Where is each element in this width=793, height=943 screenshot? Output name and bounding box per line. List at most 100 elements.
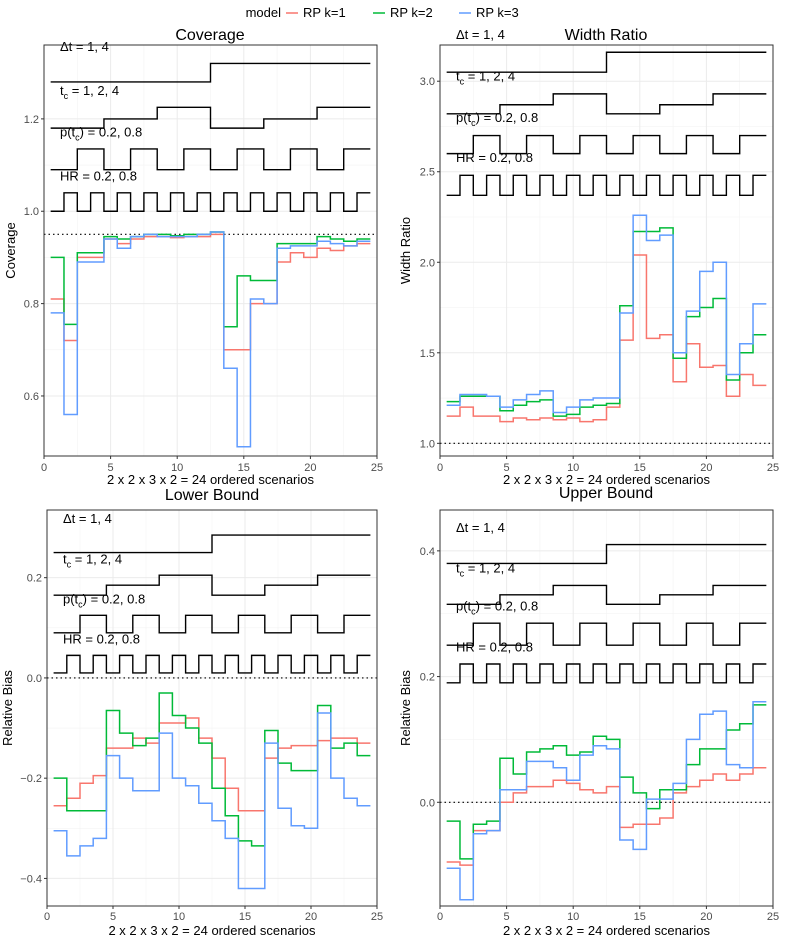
panel-border <box>43 44 378 457</box>
label-dt: Δt = 1, 4 <box>456 520 505 535</box>
factor-steps <box>446 51 767 196</box>
y-tick-label: 3.0 <box>420 76 435 88</box>
x-tick-label: 10 <box>567 911 579 923</box>
panel-title: Coverage <box>175 27 244 44</box>
panel-border <box>46 509 378 907</box>
label-tc: tc = 1, 2, 4 <box>63 551 122 569</box>
x-tick-label: 20 <box>700 462 712 474</box>
y-axis-label: Width Ratio <box>398 217 413 284</box>
factor-steps <box>53 534 371 674</box>
label-p-vals: ) = 0.2, 0.8 <box>83 591 146 606</box>
label-p: p(tc) = 0.2, 0.8 <box>60 124 142 142</box>
series-line <box>446 700 767 901</box>
label-dt: Δt = 1, 4 <box>63 511 112 526</box>
y-tick-label: 1.0 <box>420 438 435 450</box>
step-dt <box>50 62 371 83</box>
label-dt: Δt = 1, 4 <box>60 39 109 54</box>
x-tick-label: 25 <box>371 462 383 474</box>
x-tick-label: 5 <box>504 911 510 923</box>
step-p <box>50 148 371 171</box>
step-dt <box>446 543 767 565</box>
label-hr: HR = 0.2, 0.8 <box>63 632 140 647</box>
label-p: p(tc) = 0.2, 0.8 <box>63 591 145 609</box>
series-line <box>446 214 767 414</box>
x-tick-label: 10 <box>567 462 579 474</box>
x-tick-label: 20 <box>700 911 712 923</box>
factor-steps <box>50 62 371 212</box>
x-tick-label: 20 <box>304 462 316 474</box>
legend-item: RP k=3 <box>459 5 519 20</box>
label-tc-sub: c <box>64 91 69 101</box>
x-tick-label: 15 <box>239 911 251 923</box>
label-p: p(tc) = 0.2, 0.8 <box>456 598 538 616</box>
label-tc-main: t <box>63 551 67 566</box>
step-p <box>446 622 767 646</box>
x-tick-label: 15 <box>634 911 646 923</box>
label-p-sub: c <box>78 599 83 609</box>
y-tick-label: 2.5 <box>420 167 435 179</box>
x-tick-label: 25 <box>767 462 779 474</box>
y-tick-label: 0.4 <box>420 546 435 558</box>
step-p <box>446 134 767 155</box>
y-tick-label: 1.5 <box>420 348 435 360</box>
x-tick-label: 15 <box>238 462 250 474</box>
panel-title: Upper Bound <box>559 485 653 502</box>
label-dt: Δt = 1, 4 <box>456 27 505 42</box>
label-tc-vals: = 1, 2, 4 <box>464 561 515 576</box>
label-p-sub: c <box>471 118 476 128</box>
label-tc-vals: = 1, 2, 4 <box>464 68 515 83</box>
y-tick-label: −0.4 <box>20 873 42 885</box>
legend-label: RP k=1 <box>303 5 346 20</box>
panel: Δt = 1, 4tc = 1, 2, 4p(tc) = 0.2, 0.8HR … <box>3 27 383 487</box>
label-p-sub: c <box>75 132 80 142</box>
y-tick-label: 1.0 <box>24 206 39 218</box>
step-dt <box>53 534 371 554</box>
gridlines <box>439 510 774 906</box>
x-tick-label: 0 <box>41 462 47 474</box>
panel: Δt = 1, 4 tc = 1, 2, 4 p(tc) = 0.2, 0.8 HR … <box>0 487 383 938</box>
factor-steps <box>446 543 767 684</box>
label-p-sub: c <box>471 606 476 616</box>
y-axis-label: Relative Bias <box>398 670 413 746</box>
series-line <box>50 231 371 448</box>
y-tick-label: 2.0 <box>420 257 435 269</box>
legend-item: RP k=1 <box>286 5 346 20</box>
legend: model RP k=1 RP k=2 RP k=3 <box>0 2 793 22</box>
step-tc <box>53 574 371 596</box>
label-tc-main: t <box>456 68 460 83</box>
y-tick-label: 0.2 <box>420 672 435 684</box>
y-tick-label: 0.0 <box>27 673 42 685</box>
series-line <box>446 254 767 423</box>
x-axis-label: 2 x 2 x 3 x 2 = 24 ordered scenarios <box>503 472 711 487</box>
panel: Δt = 1, 4 t c = 1, 2, 4 p(tc) = 0.2, 0.8 HR … <box>398 485 779 938</box>
label-tc-main: t <box>456 561 460 576</box>
y-tick-label: 0.0 <box>420 797 435 809</box>
legend-title: model <box>246 5 282 20</box>
x-tick-label: 10 <box>171 462 183 474</box>
x-tick-label: 25 <box>371 911 383 923</box>
factor-labels: Δt = 1, 4tc = 1, 2, 4p(tc) = 0.2, 0.8HR … <box>456 27 538 165</box>
legend-svg: model RP k=1 RP k=2 RP k=3 <box>246 5 519 20</box>
panel-border <box>439 44 774 457</box>
panel-title: Lower Bound <box>165 487 259 504</box>
x-axis-label: 2 x 2 x 3 x 2 = 24 ordered scenarios <box>107 472 315 487</box>
step-tc <box>50 106 371 129</box>
label-p-vals: ) = 0.2, 0.8 <box>476 598 539 613</box>
label-hr: HR = 0.2, 0.8 <box>456 639 533 654</box>
series-line <box>53 712 371 890</box>
legend-entries: RP k=1 RP k=2 RP k=3 <box>286 5 519 20</box>
label-p-main: p(t <box>60 124 76 139</box>
y-tick-label: 0.6 <box>24 391 39 403</box>
x-axis-label: 2 x 2 x 3 x 2 = 24 ordered scenarios <box>503 923 711 938</box>
series-line <box>446 766 767 866</box>
step-p <box>53 614 371 634</box>
legend-label: RP k=3 <box>476 5 519 20</box>
y-axis-label: Coverage <box>3 222 18 278</box>
x-tick-label: 5 <box>110 911 116 923</box>
panel: Δt = 1, 4tc = 1, 2, 4p(tc) = 0.2, 0.8HR … <box>398 27 779 487</box>
step-hr <box>446 174 767 196</box>
label-tc-sub: c <box>460 76 465 86</box>
x-tick-label: 5 <box>504 462 510 474</box>
